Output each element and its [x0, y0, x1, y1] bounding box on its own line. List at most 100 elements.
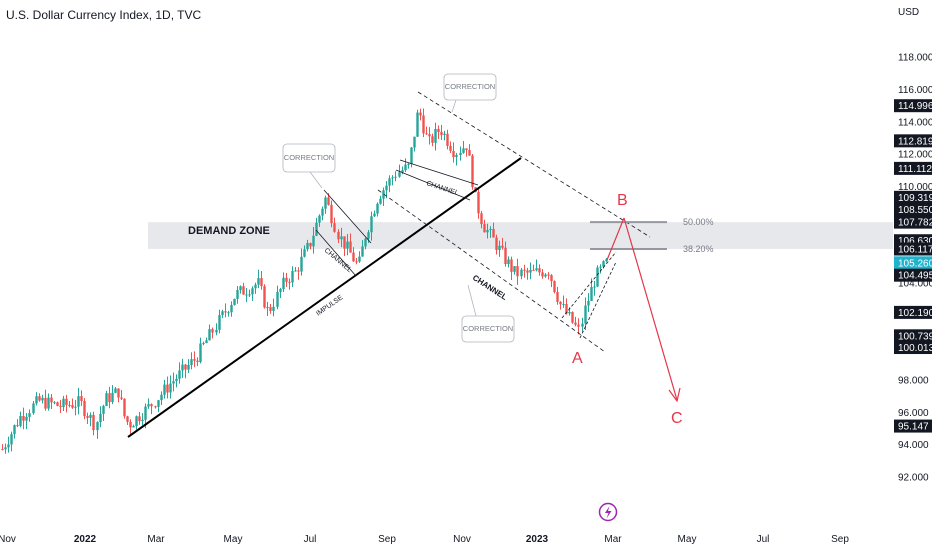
candle-body — [355, 261, 358, 263]
candle-body — [446, 133, 449, 146]
price-badge-label: 114.996 — [898, 101, 932, 112]
candle-body — [602, 261, 605, 267]
fib-level-38-label: 38.20% — [683, 244, 714, 254]
candle-body — [218, 315, 221, 330]
candle-body — [571, 311, 574, 323]
price-badge — [894, 99, 932, 113]
time-tick-label: Mar — [147, 534, 165, 545]
candle-body — [593, 286, 596, 288]
price-badge — [894, 305, 932, 319]
candle-body — [184, 364, 187, 370]
correction-callout-1-text: CORRECTION — [284, 153, 334, 162]
candle-body — [117, 388, 120, 398]
candle-body — [4, 447, 7, 450]
candle-body — [394, 176, 397, 178]
candle-body — [266, 307, 269, 309]
candle-body — [208, 329, 211, 341]
price-axis[interactable]: 92.000 94.000 96.000 98.000 104.000 110.000 11… — [898, 53, 932, 484]
time-tick-label: Mar — [604, 534, 622, 545]
candle-body — [315, 222, 318, 236]
fib-level-50-label: 50.00% — [683, 217, 714, 227]
candle-body — [489, 228, 492, 230]
price-badge-label: 95.147 — [898, 422, 929, 433]
channel-4-lower[interactable] — [579, 261, 617, 339]
channel-2-label: CHANNEL — [425, 180, 459, 197]
candle-body — [89, 414, 92, 418]
candle-body — [260, 278, 263, 287]
candle-body — [498, 245, 501, 250]
candle-body — [53, 402, 56, 404]
candle-body — [59, 405, 62, 408]
time-tick-label: Jul — [757, 534, 770, 545]
candle-body — [196, 360, 199, 362]
channel-4-upper[interactable] — [561, 251, 617, 319]
candle-body — [516, 266, 519, 277]
candle-body — [370, 216, 373, 233]
candle-body — [288, 281, 291, 283]
candle-body — [272, 306, 275, 311]
demand-zone-label: DEMAND ZONE — [188, 225, 270, 237]
price-badge-label: 100.013 — [898, 343, 932, 354]
candle-body — [419, 112, 422, 116]
candle-body — [391, 177, 394, 179]
candle-body — [492, 228, 495, 238]
candle-body — [596, 267, 599, 287]
candle-body — [44, 397, 47, 409]
candle-body — [303, 249, 306, 257]
candle-body — [544, 274, 547, 277]
candle-body — [373, 213, 376, 217]
channel-2-upper[interactable] — [399, 159, 479, 186]
candle-body — [147, 404, 150, 407]
candle-body — [154, 406, 157, 408]
candle-body — [71, 405, 74, 408]
candle-body — [568, 311, 571, 314]
candle-body — [584, 305, 587, 324]
price-badge-label: 108.550 — [898, 205, 932, 216]
correction-callout-3[interactable]: CORRECTION — [461, 284, 515, 343]
candle-body — [526, 270, 529, 273]
candle-body — [141, 419, 144, 422]
candle-body — [205, 340, 208, 344]
candle-body — [245, 294, 248, 296]
channel-1-lower[interactable] — [315, 229, 357, 277]
candle-body — [581, 323, 584, 327]
price-badge-label: 100.739 — [898, 331, 932, 342]
candle-body — [483, 224, 486, 233]
wave-path-b-c — [623, 217, 678, 401]
correction-callout-2[interactable]: CORRECTION — [443, 73, 497, 113]
candle-body — [361, 246, 364, 257]
candle-body — [163, 384, 166, 395]
candle-body — [422, 115, 425, 134]
candle-body — [123, 398, 126, 417]
correction-callout-1[interactable]: CORRECTION — [282, 143, 336, 189]
wave-arrow-head — [668, 387, 681, 403]
candle-body — [379, 198, 382, 204]
candle-body — [239, 286, 242, 291]
candle-body — [324, 197, 327, 209]
candle-body — [22, 415, 25, 421]
candle-body — [19, 415, 22, 426]
channel-2-lower[interactable] — [395, 169, 471, 201]
impulse-trendline[interactable] — [127, 157, 522, 438]
candle-body — [532, 269, 535, 271]
candle-body — [404, 164, 407, 171]
candle-body — [92, 414, 95, 431]
candle-body — [144, 406, 147, 420]
candle-body — [382, 190, 385, 199]
channel-1-upper[interactable] — [323, 189, 372, 244]
candle-body — [340, 236, 343, 240]
channel-3-upper[interactable] — [417, 91, 651, 238]
candle-body — [367, 232, 370, 239]
price-badge — [894, 268, 932, 282]
candle-body — [285, 277, 288, 282]
candle-body — [574, 322, 577, 325]
channel-3-lower[interactable] — [377, 189, 606, 353]
time-axis[interactable]: Nov 2022 Mar May Jul Sep Nov 2023 Mar May Jul Sep — [0, 534, 849, 545]
price-badge-label: 109.319 — [898, 193, 932, 204]
candle-body — [520, 269, 523, 277]
candle-body — [364, 238, 367, 247]
demand-zone — [148, 222, 893, 249]
candle-body — [471, 155, 474, 188]
lightning-bolt-icon[interactable] — [598, 502, 618, 522]
